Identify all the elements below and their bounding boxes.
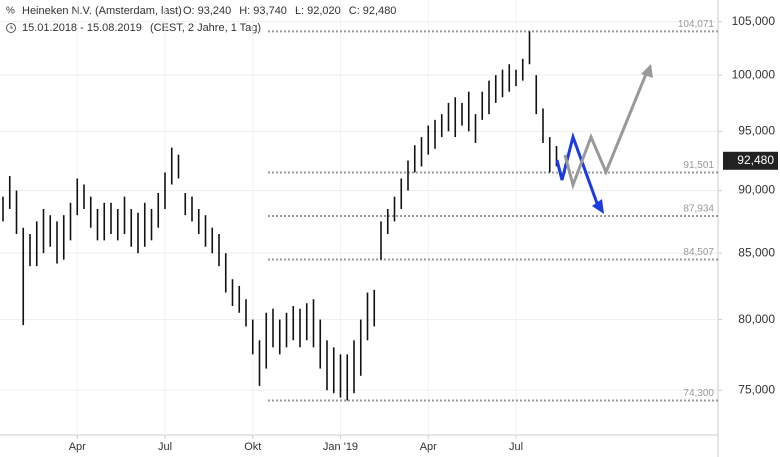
- gray-arrowhead: [641, 64, 653, 78]
- y-tick-label: 75,000: [738, 382, 775, 396]
- y-tick-label: 100,000: [732, 67, 776, 81]
- gray-arrow: [563, 73, 648, 190]
- y-tick-label: 95,000: [738, 124, 775, 138]
- x-tick-label: Apr: [420, 441, 437, 453]
- x-tick-label: Apr: [69, 441, 86, 453]
- symbol-icon: %: [6, 6, 15, 17]
- clock-hands: [10, 25, 13, 29]
- quote-label: L:: [295, 5, 304, 17]
- level-label: 84,507: [683, 247, 714, 258]
- header: % Heineken N.V. (Amsterdam, last) 15.01.…: [6, 5, 261, 34]
- chart-title: Heineken N.V. (Amsterdam, last): [22, 5, 182, 17]
- blue-arrowhead: [592, 199, 604, 214]
- x-tick-label: Jul: [509, 441, 523, 453]
- quote-value: 92,480: [363, 5, 397, 17]
- y-tick-label: 105,000: [732, 14, 776, 28]
- x-tick-label: Jul: [158, 441, 172, 453]
- y-tick-label: 80,000: [738, 312, 775, 326]
- x-tick-label: Okt: [244, 441, 261, 453]
- last-price-label: 92,480: [737, 153, 774, 167]
- blue-arrow: [555, 131, 600, 207]
- quote-value: 93,240: [198, 5, 232, 17]
- y-tick-label: 90,000: [738, 183, 775, 197]
- last-price-box: [723, 151, 778, 170]
- quote-label: C:: [349, 5, 360, 17]
- level-label: 87,934: [683, 204, 714, 215]
- forecast-arrows: [555, 64, 653, 214]
- level-label: 91,501: [683, 160, 714, 171]
- level-label: 74,300: [683, 388, 714, 399]
- level-label: 104,071: [678, 19, 715, 30]
- chart-subtitle: 15.01.2018 - 15.08.2019: [22, 22, 142, 34]
- clock-icon: [6, 23, 16, 33]
- y-tick-label: 85,000: [738, 245, 775, 259]
- quote-value: 92,020: [307, 5, 341, 17]
- x-tick-label: Jan '19: [323, 441, 358, 453]
- subtitle-note: (CEST, 2 Jahre, 1 Tag): [150, 22, 261, 34]
- quote-label: H:: [239, 5, 250, 17]
- quote-label: O:: [183, 5, 195, 17]
- quote-value: 93,740: [253, 5, 287, 17]
